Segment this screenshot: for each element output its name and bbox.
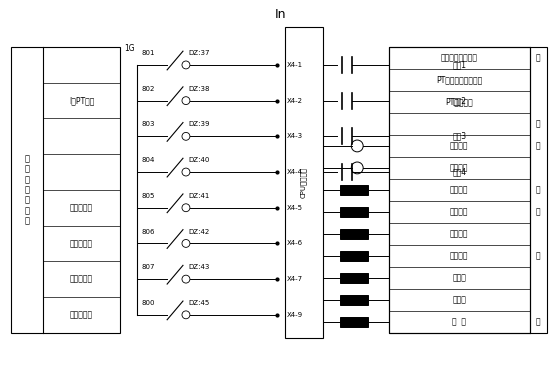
Text: 按键向上: 按键向上 [450, 142, 469, 150]
Text: X4-2: X4-2 [287, 98, 303, 104]
Text: 806: 806 [141, 228, 155, 235]
Text: X4-4: X4-4 [287, 169, 303, 175]
Text: 量: 量 [536, 207, 541, 216]
Text: X4-1: X4-1 [287, 62, 303, 68]
Text: 本地分: 本地分 [452, 273, 466, 282]
Text: 外
部
开
关
量
输
入: 外 部 开 关 量 输 入 [25, 154, 30, 226]
Text: X4-7: X4-7 [287, 276, 303, 282]
Text: In: In [274, 8, 286, 21]
Text: 备用开入量: 备用开入量 [70, 203, 93, 212]
Text: 本地合: 本地合 [452, 295, 466, 304]
Text: 按键取消: 按键取消 [450, 229, 469, 238]
Text: 拨道4: 拨道4 [452, 168, 466, 177]
Text: DZ:41: DZ:41 [188, 193, 209, 199]
Text: 输: 输 [536, 251, 541, 260]
Bar [285, 27, 323, 338]
Text: 800: 800 [141, 300, 155, 306]
Text: DZ:37: DZ:37 [188, 50, 209, 56]
Text: 开入公共端: 开入公共端 [70, 310, 93, 319]
Text: DZ:45: DZ:45 [188, 300, 209, 306]
Bar [11, 47, 120, 333]
Text: 按键向左: 按键向左 [450, 185, 469, 195]
Bar [389, 47, 547, 333]
Bar [389, 47, 530, 333]
Text: 802: 802 [141, 86, 155, 92]
Text: 拨道1: 拨道1 [452, 61, 466, 69]
Text: 关: 关 [536, 185, 541, 195]
Text: DZ:38: DZ:38 [188, 86, 209, 92]
Text: CPU采集模块: CPU采集模块 [301, 167, 307, 198]
Bar [340, 185, 368, 195]
Text: I段PT位置: I段PT位置 [69, 96, 94, 105]
Bar [340, 317, 368, 327]
Text: 开: 开 [536, 142, 541, 150]
Text: 备用开入量: 备用开入量 [70, 239, 93, 248]
Text: 1G: 1G [124, 44, 135, 53]
Text: 801: 801 [141, 50, 155, 56]
Text: 备用开入量: 备用开入量 [70, 274, 93, 284]
Text: 拨道2: 拨道2 [452, 96, 466, 105]
Bar [340, 229, 368, 239]
Text: DZ:40: DZ:40 [188, 157, 209, 163]
Text: 设  置: 设 置 [452, 317, 466, 326]
Text: DZ:39: DZ:39 [188, 122, 209, 127]
Bar [340, 207, 368, 217]
Text: 804: 804 [141, 157, 155, 163]
Text: X4-6: X4-6 [287, 241, 303, 246]
Text: 按键向右: 按键向右 [450, 207, 469, 216]
Text: 拨道3: 拨道3 [452, 132, 466, 141]
Text: 邻: 邻 [536, 119, 541, 128]
Bar [340, 295, 368, 305]
Text: 内: 内 [536, 54, 541, 62]
Text: X4-9: X4-9 [287, 312, 303, 318]
Text: 按键向下: 按键向下 [450, 164, 469, 172]
Text: 接地故障告警报逃: 接地故障告警报逃 [441, 54, 478, 62]
Text: 807: 807 [141, 264, 155, 270]
Bar [340, 273, 368, 283]
Text: 入: 入 [536, 317, 541, 326]
Text: DZ:43: DZ:43 [188, 264, 209, 270]
Text: 805: 805 [141, 193, 155, 199]
Text: 803: 803 [141, 122, 155, 127]
Text: PT切换报逃: PT切换报逃 [445, 97, 473, 107]
Text: X4-5: X4-5 [287, 205, 303, 211]
Bar [340, 251, 368, 261]
Text: X4-3: X4-3 [287, 133, 303, 139]
Text: PT断线监测告警报逃: PT断线监测告警报逃 [436, 76, 482, 85]
Text: 按键确认: 按键确认 [450, 251, 469, 260]
Text: DZ:42: DZ:42 [188, 228, 209, 235]
